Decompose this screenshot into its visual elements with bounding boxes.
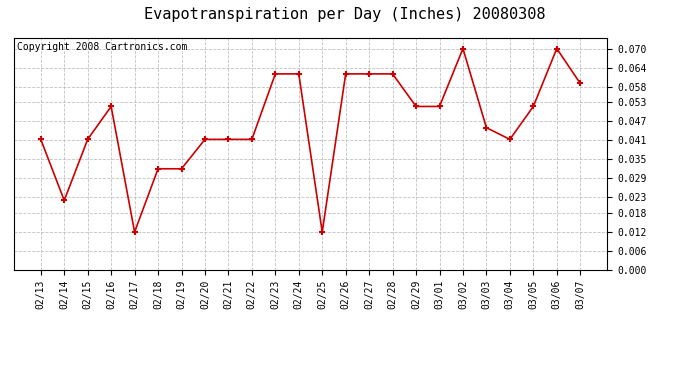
- Text: Copyright 2008 Cartronics.com: Copyright 2008 Cartronics.com: [17, 42, 187, 52]
- Text: Evapotranspiration per Day (Inches) 20080308: Evapotranspiration per Day (Inches) 2008…: [144, 8, 546, 22]
